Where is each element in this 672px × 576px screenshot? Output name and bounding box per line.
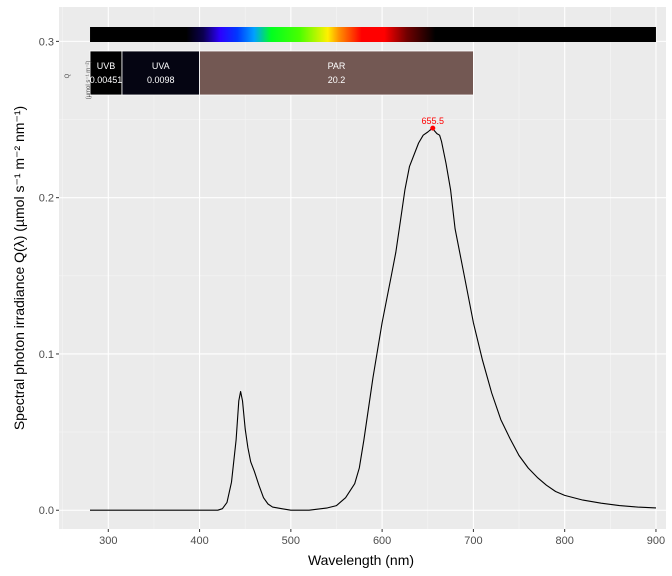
band-panel-units: (µmol s⁻¹ m⁻²) [86,61,92,100]
y-tick-label: 0.1 [39,349,54,361]
x-tick-label: 900 [647,535,665,547]
band-panel-label: Q [65,73,71,78]
waveband-summary: UVB 0.00451 UVA 0.0098 PAR 20.2 [89,50,474,96]
y-tick-label: 0.0 [39,505,54,517]
band-box-uvb [89,50,123,96]
band-box-uva [121,50,200,96]
y-tick-label: 0.2 [39,193,54,205]
band-value: 0.00451 [90,75,123,85]
band-box-par [199,50,474,96]
spectrum-color-bar [90,27,656,42]
x-tick-label: 700 [464,535,482,547]
x-tick-label: 400 [190,535,208,547]
y-tick-label: 0.3 [39,36,54,48]
x-tick-label: 300 [99,535,117,547]
x-axis-ticks: 300 400 500 600 700 800 900 [99,529,665,547]
x-tick-label: 600 [373,535,391,547]
y-axis-title: Spectral photon irradiance Q(λ) (µmol s⁻… [11,106,27,430]
band-name: PAR [328,61,346,71]
band-value: 20.2 [328,75,346,85]
x-tick-label: 800 [556,535,574,547]
band-value: 0.0098 [147,75,175,85]
x-tick-label: 500 [282,535,300,547]
band-name: UVA [152,61,170,71]
peak-label: 655.5 [422,116,445,126]
peak-marker [430,125,436,131]
band-name: UVB [97,61,116,71]
spectrum-line [90,127,657,511]
y-axis-ticks: 0.0 0.1 0.2 0.3 [39,36,59,517]
x-axis-title: Wavelength (nm) [308,552,414,568]
